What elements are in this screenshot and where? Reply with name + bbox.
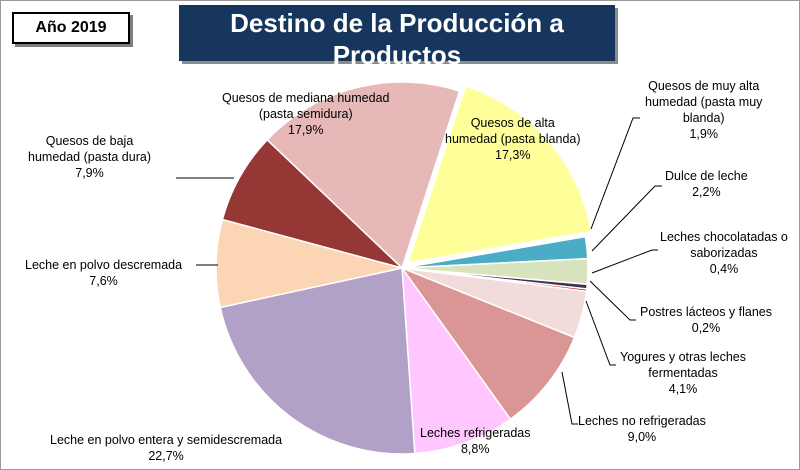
slice-value-label: 17,3%: [495, 148, 531, 162]
leader-line-3: [591, 185, 662, 252]
slice-label-text: humedad (pasta blanda): [445, 132, 581, 146]
slice-label-10: Leche en polvo descremada 7,6%: [25, 257, 182, 289]
slice-label-text: Quesos de baja: [45, 134, 134, 148]
slice-value-label: 9,0%: [627, 430, 657, 444]
slice-label-text: blanda): [682, 111, 725, 125]
leader-line-6: [585, 300, 616, 366]
slice-label-text: Yogures y otras leches: [620, 350, 747, 364]
slice-label-text: Dulce de leche: [665, 169, 748, 183]
slice-label-7: Leches no refrigeradas 9,0%: [578, 413, 706, 445]
slice-label-text: humedad (pasta muy: [645, 95, 763, 109]
slice-label-text: (pasta semidura): [258, 107, 353, 121]
leader-line-2: [590, 117, 640, 230]
pie-slice-1: [406, 84, 593, 264]
slice-label-text: Quesos de muy alta: [648, 79, 760, 93]
slice-value-label: 2,2%: [692, 185, 721, 199]
slice-value-label: 7,9%: [75, 166, 104, 180]
slice-label-text: Quesos de alta: [470, 116, 555, 130]
slice-value-label: 0,2%: [691, 321, 721, 335]
slice-value-label: 1,9%: [689, 127, 718, 141]
slice-value-label: 4,1%: [668, 382, 698, 396]
pie-slice-12: [266, 81, 461, 270]
leader-line-4: [591, 249, 658, 274]
slice-label-text: Quesos de mediana humedad: [222, 91, 390, 105]
slice-label-8: Leches refrigeradas 8,8%: [420, 425, 530, 457]
slice-label-text: Leches refrigeradas: [420, 426, 531, 440]
slice-label-text: fermentadas: [648, 366, 718, 380]
slice-label-3: Dulce de leche 2,2%: [665, 168, 748, 200]
slice-value-label: 17,9%: [288, 123, 324, 137]
slice-value-label: 7,6%: [89, 274, 118, 288]
slice-label-text: Leches chocolatadas o: [660, 230, 788, 244]
slice-label-9: Leche en polvo entera y semidescremada 22…: [50, 432, 282, 464]
pie-slice-8: [401, 265, 512, 455]
leader-line-5: [589, 280, 636, 321]
slice-label-text: saborizadas: [690, 246, 758, 260]
chart-title: Destino de la Producción a Productos: [230, 8, 564, 70]
year-badge: Año 2019: [12, 12, 130, 44]
slice-label-6: Yogures y otras leches fermentadas 4,1%: [620, 349, 746, 397]
slice-label-4: Leches chocolatadas o saborizadas 0,4%: [660, 229, 788, 277]
slice-label-11: Quesos de baja humedad (pasta dura) 7,9%: [28, 133, 151, 181]
slice-label-2: Quesos de muy alta humedad (pasta muy blan…: [645, 78, 762, 142]
slice-label-text: Leche en polvo descremada: [25, 258, 183, 272]
pie-slice-11: [221, 138, 403, 269]
slice-label-text: Postres lácteos y flanes: [640, 305, 773, 319]
slice-label-text: humedad (pasta dura): [28, 150, 151, 164]
slice-value-label: 0,4%: [709, 262, 739, 276]
leader-line-7: [561, 371, 578, 425]
chart-title-box: Destino de la Producción a Productos - e…: [179, 5, 615, 88]
slice-label-5: Postres lácteos y flanes 0,2%: [640, 304, 772, 336]
slice-label-12: Quesos de mediana humedad (pasta semidura…: [222, 90, 389, 138]
pie-slice-7: [399, 266, 576, 421]
chart-subtitle: - en litros de leche equivalentes -: [294, 72, 500, 88]
slice-value-label: 22,7%: [148, 449, 184, 463]
slice-value-label: 8,8%: [460, 442, 490, 456]
pie-slice-9: [219, 267, 416, 455]
slice-label-1: Quesos de alta humedad (pasta blanda) 17,3…: [445, 115, 581, 163]
slice-label-text: Leche en polvo entera y semidescremada: [50, 433, 283, 447]
slice-label-text: Leches no refrigeradas: [578, 414, 706, 428]
